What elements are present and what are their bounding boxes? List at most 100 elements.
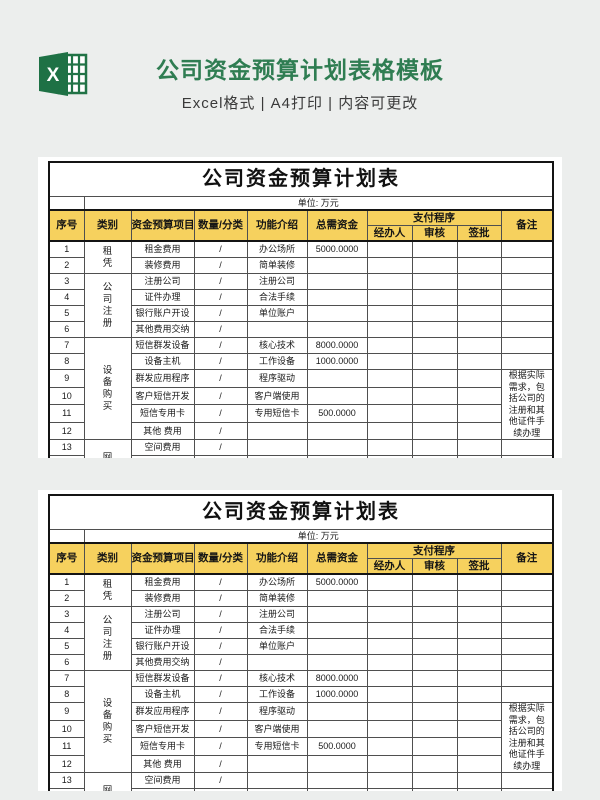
table-row: 4 证件办理 / 合法手续 bbox=[48, 622, 554, 639]
row-number-cell: 4 bbox=[48, 622, 85, 639]
remark-cell bbox=[500, 670, 554, 687]
payment-operator-cell bbox=[366, 686, 413, 703]
col-header-3: 数量/分类 bbox=[193, 542, 248, 575]
payment-sign-cell bbox=[456, 754, 502, 773]
payment-operator-cell bbox=[366, 737, 413, 756]
budget-item-cell: 注册公司 bbox=[130, 273, 195, 290]
row-number-cell: 11 bbox=[48, 737, 85, 756]
template-preview-card-1: 公司资金预算计划表 单位: 万元 序号 类别 资金预算项目 数量/分类 功能介绍 总需资金 支付… bbox=[38, 157, 562, 458]
payment-review-cell bbox=[411, 353, 458, 370]
col-header-1: 类别 bbox=[83, 542, 132, 575]
function-cell: 客户端使用 bbox=[246, 719, 308, 738]
budget-item-cell: 装修费用 bbox=[130, 590, 195, 607]
payment-review-cell bbox=[411, 369, 458, 388]
quantity-cell: / bbox=[193, 670, 248, 687]
row-number-cell: 14 bbox=[48, 455, 85, 458]
amount-cell bbox=[306, 386, 368, 405]
quantity-cell: / bbox=[193, 638, 248, 655]
budget-item-cell: 银行账户开设 bbox=[130, 638, 195, 655]
payment-sign-cell bbox=[456, 638, 502, 655]
budget-item-cell: 短信群发设备 bbox=[130, 670, 195, 687]
budget-table-container-2: 公司资金预算计划表 单位: 万元 序号 类别 资金预算项目 数量/分类 功能介绍 总需资金 支付… bbox=[48, 494, 554, 791]
remark-cell bbox=[500, 337, 554, 354]
payment-operator-cell bbox=[366, 386, 413, 405]
table-row: 7 设备购买 短信群发设备 / 核心技术 8000.0000 bbox=[48, 670, 554, 773]
quantity-cell: / bbox=[193, 337, 248, 354]
row-number-cell: 1 bbox=[48, 573, 85, 591]
payment-operator-cell bbox=[366, 257, 413, 274]
quantity-cell: / bbox=[193, 788, 248, 791]
payment-operator-cell bbox=[366, 421, 413, 440]
payment-operator-cell bbox=[366, 321, 413, 338]
payment-operator-cell bbox=[366, 369, 413, 388]
category-label: 租凭 bbox=[102, 245, 113, 269]
function-cell bbox=[246, 654, 308, 671]
row-number-cell: 9 bbox=[48, 702, 85, 721]
payment-operator-cell bbox=[366, 240, 413, 258]
payment-sign-cell bbox=[456, 654, 502, 671]
function-cell: 单位账户 bbox=[246, 638, 308, 655]
amount-cell bbox=[306, 654, 368, 671]
amount-cell bbox=[306, 305, 368, 322]
payment-operator-cell bbox=[366, 455, 413, 458]
category-cell: 网站 bbox=[83, 772, 132, 791]
category-label: 设备购买 bbox=[102, 697, 113, 745]
payment-operator-cell bbox=[366, 573, 413, 591]
function-cell: 工作设备 bbox=[246, 686, 308, 703]
table-row: 7 设备购买 短信群发设备 / 核心技术 8000.0000 bbox=[48, 337, 554, 440]
remark-cell bbox=[500, 305, 554, 322]
budget-item-cell: 域名费用 bbox=[130, 788, 195, 791]
category-label: 设备购买 bbox=[102, 364, 113, 412]
payment-operator-cell bbox=[366, 404, 413, 423]
payment-sign-cell bbox=[456, 737, 502, 756]
remark-cell bbox=[500, 455, 554, 458]
budget-item-cell: 证件办理 bbox=[130, 622, 195, 639]
table-row: 1 租凭 租金费用 / 办公场所 5000.0000 bbox=[48, 240, 554, 274]
row-number-cell: 7 bbox=[48, 670, 85, 687]
remark-cell bbox=[500, 439, 554, 456]
payment-review-cell bbox=[411, 386, 458, 405]
col-header-4: 功能介绍 bbox=[246, 542, 308, 575]
category-cell: 设备购买 bbox=[83, 670, 132, 773]
category-cell: 租凭 bbox=[83, 240, 132, 274]
function-cell bbox=[246, 754, 308, 773]
table-title: 公司资金预算计划表 bbox=[48, 161, 554, 197]
budget-item-cell: 其他费用交纳 bbox=[130, 321, 195, 338]
col-header-0: 序号 bbox=[48, 209, 85, 242]
remark-cell bbox=[500, 289, 554, 306]
quantity-cell: / bbox=[193, 289, 248, 306]
unit-label: 单位: 万元 bbox=[83, 529, 554, 544]
col-header-2: 资金预算项目 bbox=[130, 209, 195, 242]
function-cell: 单位账户 bbox=[246, 305, 308, 322]
table-row: 8 设备主机 / 工作设备 1000.0000 bbox=[48, 686, 554, 703]
amount-cell bbox=[306, 421, 368, 440]
remark-cell bbox=[500, 606, 554, 623]
remark-cell bbox=[500, 573, 554, 591]
category-cell: 公司注册 bbox=[83, 606, 132, 671]
table-title: 公司资金预算计划表 bbox=[48, 494, 554, 530]
budget-item-cell: 空间费用 bbox=[130, 772, 195, 789]
payment-review-cell bbox=[411, 788, 458, 791]
budget-item-cell: 租金费用 bbox=[130, 240, 195, 258]
row-number-cell: 5 bbox=[48, 305, 85, 322]
budget-item-cell: 租金费用 bbox=[130, 573, 195, 591]
table-row: 3 公司注册 注册公司 / 注册公司 bbox=[48, 606, 554, 671]
table-row: 13 网站 空间费用/ bbox=[48, 772, 554, 791]
payment-sign-cell bbox=[456, 788, 502, 791]
table-row: 11 短信专用卡 / 专用短信卡 500.0000 bbox=[48, 404, 553, 423]
table-row: 3 公司注册 注册公司 / 注册公司 bbox=[48, 273, 554, 338]
function-cell: 客户端使用 bbox=[246, 386, 308, 405]
row-number-cell: 10 bbox=[48, 386, 85, 405]
row-number-cell: 12 bbox=[48, 754, 85, 773]
page-header: X 公司资金预算计划表格模板 Excel格式 | A4打印 | 内容可更改 bbox=[0, 0, 600, 157]
row-number-cell: 14 bbox=[48, 788, 85, 791]
payment-sign-cell bbox=[456, 719, 502, 738]
payment-sign-cell bbox=[456, 240, 502, 258]
row-number-cell: 5 bbox=[48, 638, 85, 655]
payment-sign-cell bbox=[456, 257, 502, 274]
budget-item-cell: 域名费用 bbox=[130, 455, 195, 458]
payment-operator-cell bbox=[366, 289, 413, 306]
page-subtitle: Excel格式 | A4打印 | 内容可更改 bbox=[181, 95, 419, 112]
budget-item-cell: 注册公司 bbox=[130, 606, 195, 623]
payment-sign-cell bbox=[456, 353, 502, 370]
